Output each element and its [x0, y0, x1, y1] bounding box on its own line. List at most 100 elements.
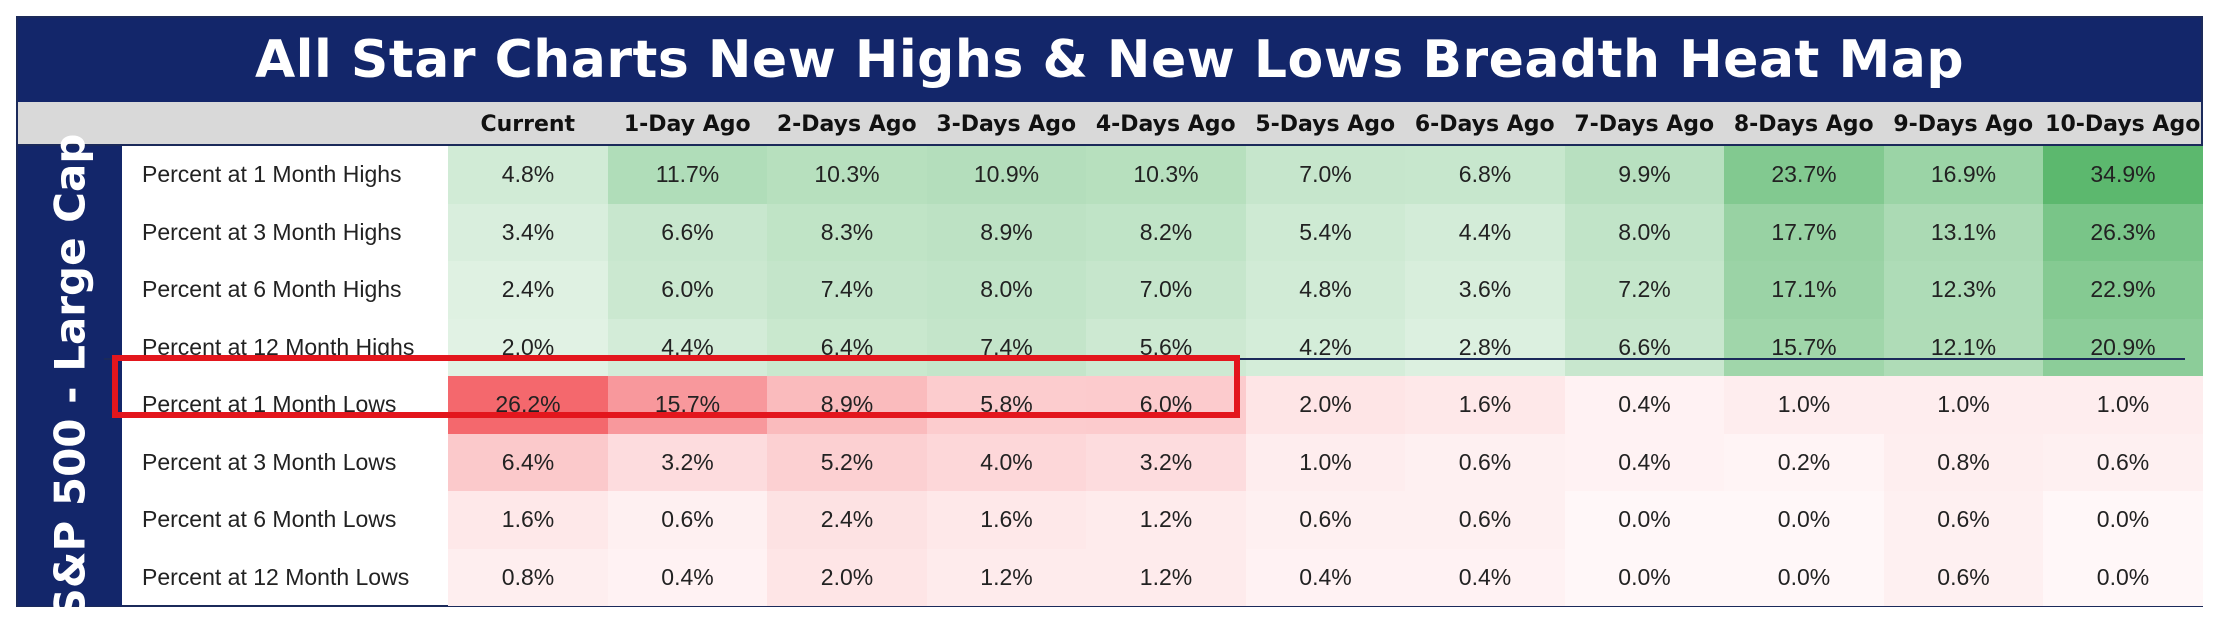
heatmap-cell: 6.4% — [767, 318, 927, 376]
heatmap-cell: 0.0% — [1724, 491, 1884, 549]
heatmap-cell: 1.0% — [2043, 376, 2203, 434]
heatmap-cell: 0.0% — [2043, 491, 2203, 549]
heatmap-cell: 9.9% — [1564, 146, 1725, 204]
heatmap-cell: 17.1% — [1724, 261, 1884, 319]
heatmap-cell: 5.2% — [767, 433, 927, 491]
heatmap-cell: 0.6% — [1245, 491, 1406, 549]
heatmap-cell: 10.3% — [767, 146, 927, 204]
heatmap-cell: 6.6% — [607, 203, 768, 261]
heatmap-cell: 1.0% — [1245, 433, 1406, 491]
heatmap-cell: 34.9% — [2043, 146, 2203, 204]
column-header: 4-Days Ago — [1095, 111, 1236, 137]
heatmap-cell: 2.0% — [767, 548, 927, 606]
heatmap-cell: 6.0% — [607, 261, 768, 319]
heatmap-cell: 0.6% — [607, 491, 768, 549]
heatmap-cell: 0.0% — [1724, 548, 1884, 606]
heatmap-cell: 2.4% — [448, 261, 608, 319]
column-header: 10-Days Ago — [2045, 111, 2201, 137]
column-header: 3-Days Ago — [936, 111, 1077, 137]
row-label: Percent at 6 Month Highs — [142, 276, 402, 303]
heatmap-cell: 0.0% — [1564, 548, 1725, 606]
heatmap-cell: 5.6% — [1086, 318, 1246, 376]
column-header: 5-Days Ago — [1255, 111, 1396, 137]
heatmap-cell: 4.0% — [926, 433, 1087, 491]
column-header: 8-Days Ago — [1733, 111, 1874, 137]
heatmap-cell: 7.2% — [1564, 261, 1725, 319]
heatmap-cell: 26.3% — [2043, 203, 2203, 261]
heatmap-cell: 1.6% — [1405, 376, 1565, 434]
heatmap-cell: 1.6% — [926, 491, 1087, 549]
heatmap-cell: 2.0% — [448, 318, 608, 376]
row-label: Percent at 12 Month Highs — [142, 333, 415, 360]
heatmap-cell: 4.8% — [448, 146, 608, 204]
heatmap-cell: 26.2% — [448, 376, 608, 434]
row-label: Percent at 12 Month Lows — [142, 563, 410, 590]
heatmap-cell: 16.9% — [1883, 146, 2044, 204]
heatmap-cell: 4.2% — [1245, 318, 1406, 376]
heatmap-cell: 0.8% — [448, 548, 608, 606]
row-label: Percent at 1 Month Lows — [142, 391, 397, 418]
side-label-text: S&P 500 - Large Cap — [45, 133, 95, 618]
chart-title: All Star Charts New Highs & New Lows Bre… — [18, 18, 2201, 102]
heatmap-cell: 0.2% — [1724, 433, 1884, 491]
heatmap-cell: 0.4% — [1245, 548, 1406, 606]
heatmap-cell: 12.3% — [1883, 261, 2044, 319]
heatmap-cell: 8.3% — [767, 203, 927, 261]
heatmap-cell: 6.4% — [448, 433, 608, 491]
heatmap-cell: 1.2% — [1086, 491, 1246, 549]
heatmap-cell: 7.4% — [926, 318, 1087, 376]
heatmap-cell: 0.8% — [1883, 433, 2044, 491]
heatmap-cell: 15.7% — [1724, 318, 1884, 376]
column-header-row: Current 1-Day Ago 2-Days Ago 3-Days Ago 4-Da… — [18, 102, 2201, 146]
heatmap-cell: 8.2% — [1086, 203, 1246, 261]
heatmap-cell: 0.4% — [1564, 433, 1725, 491]
heatmap-cell: 11.7% — [607, 146, 768, 204]
heatmap-frame: All Star Charts New Highs & New Lows Bre… — [16, 16, 2203, 618]
heatmap-cell: 4.4% — [1405, 203, 1565, 261]
heatmap-cell: 2.4% — [767, 491, 927, 549]
heatmap-cell: 8.9% — [767, 376, 927, 434]
heatmap-cell: 17.7% — [1724, 203, 1884, 261]
heatmap-cell: 0.6% — [1405, 433, 1565, 491]
heatmap-cell: 2.0% — [1245, 376, 1406, 434]
heatmap-cell: 6.6% — [1564, 318, 1725, 376]
heatmap-cell: 12.1% — [1883, 318, 2044, 376]
heatmap-cell: 1.0% — [1883, 376, 2044, 434]
heatmap-cell: 5.4% — [1245, 203, 1406, 261]
heatmap-cell: 4.4% — [607, 318, 768, 376]
heatmap-cell: 7.0% — [1245, 146, 1406, 204]
column-header: 1-Day Ago — [623, 111, 751, 137]
heatmap-cell: 7.0% — [1086, 261, 1246, 319]
column-header: 6-Days Ago — [1414, 111, 1555, 137]
heatmap-cell: 15.7% — [607, 376, 768, 434]
heatmap-cell: 3.4% — [448, 203, 608, 261]
side-label-panel: S&P 500 - Large Cap — [18, 134, 122, 618]
heatmap-cell: 0.6% — [2043, 433, 2203, 491]
heatmap-cell: 0.4% — [1405, 548, 1565, 606]
heatmap-cell: 1.2% — [926, 548, 1087, 606]
column-header: 2-Days Ago — [776, 111, 917, 137]
heatmap-cell: 4.8% — [1245, 261, 1406, 319]
column-header: 7-Days Ago — [1574, 111, 1715, 137]
heatmap-cell: 1.2% — [1086, 548, 1246, 606]
heatmap-cell: 8.0% — [926, 261, 1087, 319]
heatmap-cell: 8.9% — [926, 203, 1087, 261]
column-header: Current — [480, 111, 576, 137]
heatmap-cell: 6.0% — [1086, 376, 1246, 434]
heatmap-cell: 1.0% — [1724, 376, 1884, 434]
heatmap-cell: 0.4% — [1564, 376, 1725, 434]
heatmap-cell: 22.9% — [2043, 261, 2203, 319]
heatmap-cell: 7.4% — [767, 261, 927, 319]
row-label: Percent at 1 Month Highs — [142, 161, 402, 188]
heatmap-cell: 0.6% — [1883, 491, 2044, 549]
heatmap-cell: 5.8% — [926, 376, 1087, 434]
heatmap-cell: 0.0% — [2043, 548, 2203, 606]
heatmap-cell: 20.9% — [2043, 318, 2203, 376]
heatmap-cell: 8.0% — [1564, 203, 1725, 261]
row-label: Percent at 3 Month Lows — [142, 448, 397, 475]
heatmap-cell: 0.6% — [1883, 548, 2044, 606]
heatmap-cell: 3.2% — [607, 433, 768, 491]
column-header: 9-Days Ago — [1893, 111, 2034, 137]
heatmap-cell: 0.6% — [1405, 491, 1565, 549]
highs-lows-divider — [104, 358, 2185, 360]
